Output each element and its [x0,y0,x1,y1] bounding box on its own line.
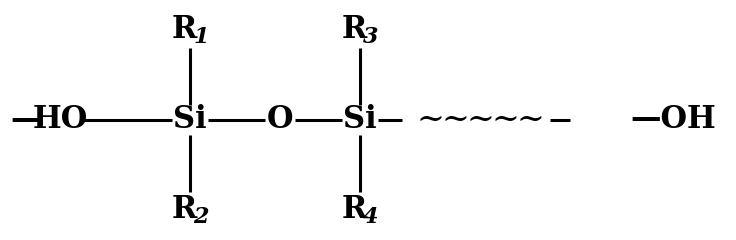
Text: 3: 3 [364,26,379,48]
Text: ~: ~ [516,104,544,136]
Text: Si: Si [173,104,207,136]
Text: ~: ~ [491,104,519,136]
Text: 1: 1 [194,26,209,48]
Text: ~: ~ [441,104,469,136]
Text: 4: 4 [364,206,379,228]
Text: 2: 2 [194,206,209,228]
Text: ~: ~ [416,104,444,136]
Text: R: R [342,194,367,226]
Text: R: R [171,14,197,46]
Text: HO: HO [32,104,88,136]
Text: Si: Si [343,104,377,136]
Text: R: R [171,194,197,226]
Text: R: R [342,14,367,46]
Text: ~: ~ [466,104,494,136]
Text: —OH: —OH [630,104,715,136]
Text: —: — [10,104,40,136]
Text: O: O [266,104,293,136]
